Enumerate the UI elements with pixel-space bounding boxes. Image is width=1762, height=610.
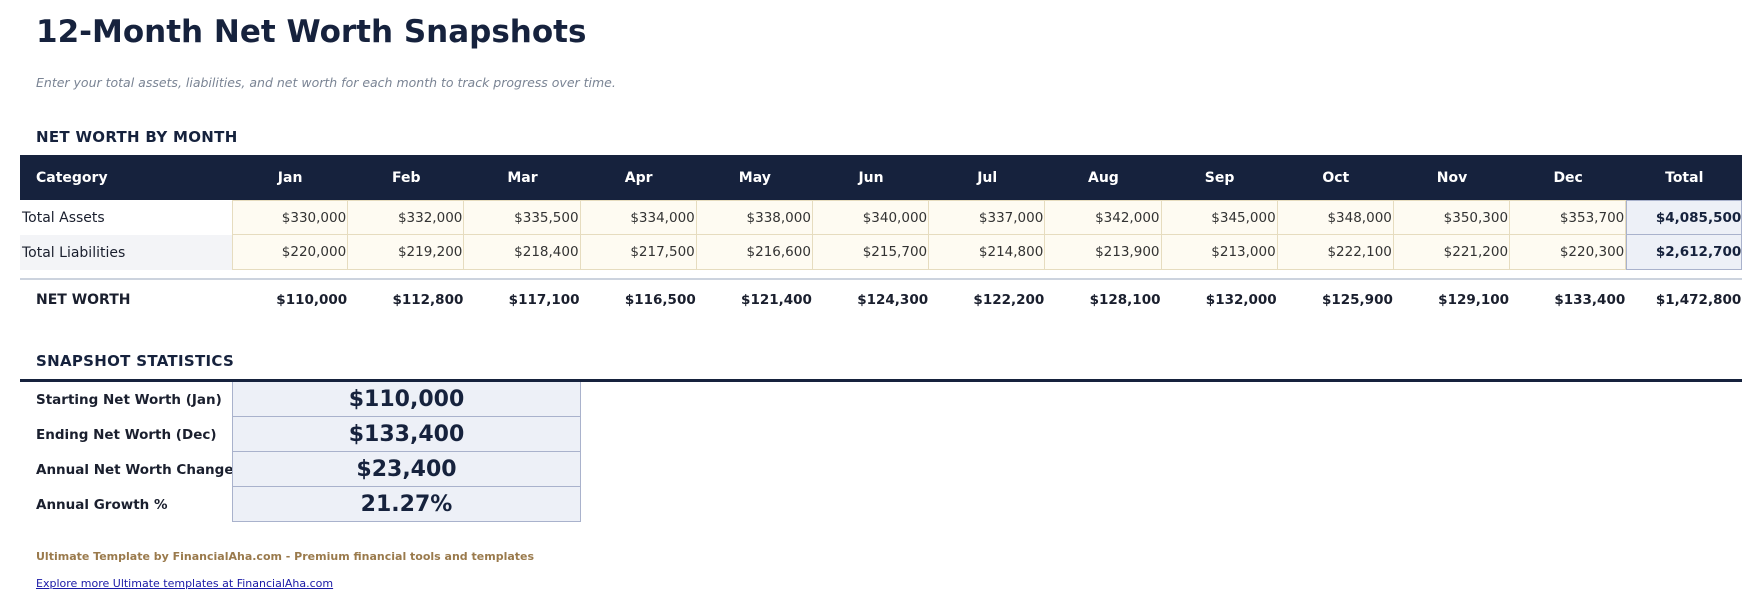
column-header-sep: Sep: [1204, 169, 1235, 186]
net-worth-jun: $124,300: [857, 292, 929, 308]
net-worth-sep: $132,000: [1205, 292, 1277, 308]
net-worth-jul: $122,200: [973, 292, 1045, 308]
value-cell-aug[interactable]: $213,900: [1045, 235, 1162, 270]
stat-value: $23,400: [232, 452, 581, 487]
net-worth-apr: $116,500: [624, 292, 696, 308]
stat-row: Annual Growth % 21.27%: [20, 487, 581, 522]
row-total: $4,085,500: [1626, 200, 1743, 235]
net-worth-may: $121,400: [741, 292, 812, 308]
footer-credit: Ultimate Template by FinancialAha.com - …: [36, 550, 535, 563]
value-cell-dec[interactable]: $353,700: [1510, 200, 1627, 235]
stat-label: Starting Net Worth (Jan): [36, 391, 222, 408]
table-header-row: Category Jan Feb Mar Apr May Jun Jul Aug Sep Oct No…: [20, 155, 1742, 200]
stat-label: Annual Growth %: [36, 496, 168, 513]
value-cell-may[interactable]: $338,000: [696, 200, 813, 235]
page-subtitle: Enter your total assets, liabilities, an…: [36, 75, 616, 90]
column-header-category: Category: [36, 169, 108, 186]
net-worth-total: $1,472,800: [1655, 292, 1742, 308]
column-header-total: Total: [1665, 169, 1704, 186]
stat-row: Ending Net Worth (Dec) $133,400: [20, 417, 581, 452]
column-header-jun: Jun: [858, 169, 884, 186]
stat-label: Annual Net Worth Change: [36, 461, 232, 478]
net-worth-table: Category Jan Feb Mar Apr May Jun Jul Aug Sep Oct No…: [20, 155, 1743, 320]
column-header-dec: Dec: [1553, 169, 1583, 186]
value-cell-mar[interactable]: $218,400: [464, 235, 581, 270]
value-cell-jul[interactable]: $337,000: [929, 200, 1046, 235]
value-cell-nov[interactable]: $221,200: [1393, 235, 1511, 270]
value-cell-oct[interactable]: $222,100: [1277, 235, 1394, 270]
value-cell-jan[interactable]: $330,000: [232, 200, 349, 235]
stats-table: Starting Net Worth (Jan) $110,000 Ending N…: [20, 382, 581, 522]
column-header-aug: Aug: [1087, 169, 1119, 186]
net-worth-oct: $125,900: [1321, 292, 1393, 308]
value-cell-may[interactable]: $216,600: [696, 235, 813, 270]
net-worth-label: NET WORTH: [36, 292, 131, 308]
table-row: Total Assets $330,000 $332,000 $335,500 $334…: [20, 200, 1743, 235]
value-cell-jul[interactable]: $214,800: [929, 235, 1046, 270]
net-worth-aug: $128,100: [1089, 292, 1161, 308]
column-header-jul: Jul: [977, 169, 998, 186]
stat-value: $110,000: [232, 382, 581, 417]
stat-row: Annual Net Worth Change $23,400: [20, 452, 581, 487]
column-header-nov: Nov: [1436, 169, 1468, 186]
stat-row: Starting Net Worth (Jan) $110,000: [20, 382, 581, 417]
net-worth-jan: $110,000: [276, 292, 348, 308]
value-cell-sep[interactable]: $213,000: [1161, 235, 1278, 270]
row-total: $2,612,700: [1626, 235, 1743, 270]
value-cell-apr[interactable]: $217,500: [580, 235, 697, 270]
value-cell-feb[interactable]: $332,000: [348, 200, 465, 235]
value-cell-feb[interactable]: $219,200: [348, 235, 465, 270]
page-title: 12-Month Net Worth Snapshots: [36, 14, 587, 50]
column-header-oct: Oct: [1322, 169, 1350, 186]
net-worth-row: NET WORTH $110,000 $112,800 $117,100 $116,50…: [20, 280, 1742, 320]
column-header-apr: Apr: [624, 169, 653, 186]
value-cell-nov[interactable]: $350,300: [1393, 200, 1511, 235]
stat-value: 21.27%: [232, 487, 581, 522]
value-cell-oct[interactable]: $348,000: [1277, 200, 1394, 235]
templates-link[interactable]: Explore more Ultimate templates at Finan…: [36, 577, 334, 590]
value-cell-mar[interactable]: $335,500: [464, 200, 581, 235]
stat-value: $133,400: [232, 417, 581, 452]
section-heading-stats: SNAPSHOT STATISTICS: [36, 352, 235, 370]
net-worth-mar: $117,100: [508, 292, 580, 308]
value-cell-jun[interactable]: $340,000: [812, 200, 930, 235]
net-worth-dec: $133,400: [1554, 292, 1626, 308]
row-label: Total Assets: [22, 209, 105, 226]
section-heading-monthly: NET WORTH BY MONTH: [36, 128, 238, 146]
column-header-may: May: [738, 169, 771, 186]
stats-divider: [20, 379, 1742, 382]
column-header-jan: Jan: [277, 169, 303, 186]
stat-label: Ending Net Worth (Dec): [36, 426, 217, 443]
value-cell-apr[interactable]: $334,000: [580, 200, 697, 235]
table-row: Total Liabilities $220,000 $219,200 $218,40…: [20, 235, 1743, 270]
value-cell-dec[interactable]: $220,300: [1510, 235, 1627, 270]
value-cell-sep[interactable]: $345,000: [1161, 200, 1278, 235]
value-cell-aug[interactable]: $342,000: [1045, 200, 1162, 235]
column-header-feb: Feb: [392, 169, 421, 186]
net-worth-feb: $112,800: [392, 292, 464, 308]
column-header-mar: Mar: [507, 169, 538, 186]
value-cell-jan[interactable]: $220,000: [232, 235, 349, 270]
row-label: Total Liabilities: [20, 235, 232, 270]
net-worth-divider: [20, 278, 1742, 280]
value-cell-jun[interactable]: $215,700: [812, 235, 930, 270]
net-worth-nov: $129,100: [1438, 292, 1510, 308]
